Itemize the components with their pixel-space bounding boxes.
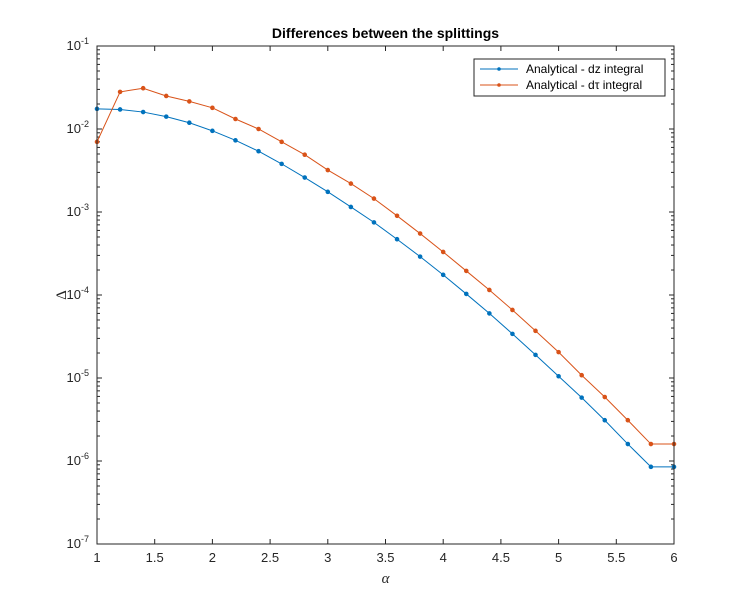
data-point-series-0 xyxy=(625,441,631,447)
series-layer xyxy=(94,85,677,470)
data-point-series-1 xyxy=(210,105,215,111)
data-point-series-1 xyxy=(487,287,492,293)
legend: Analytical - dz integral Analytical - dτ … xyxy=(473,58,666,97)
y-tick-exponent: -2 xyxy=(81,119,89,129)
data-point-series-1 xyxy=(394,213,400,219)
data-point-series-1 xyxy=(510,307,515,313)
y-tick-exponent: -4 xyxy=(81,285,89,295)
data-point-series-0 xyxy=(579,395,584,400)
y-tick-base: 10 xyxy=(67,453,81,468)
x-tick-label: 3.5 xyxy=(376,550,394,565)
legend-label: Analytical - dz integral xyxy=(526,62,643,76)
legend-box xyxy=(473,58,666,97)
legend-label: Analytical - dτ integral xyxy=(526,78,642,92)
data-point-series-0 xyxy=(533,352,538,358)
y-axis-label: Δ xyxy=(54,290,70,300)
y-tick-base: 10 xyxy=(67,121,81,136)
data-point-series-1 xyxy=(117,89,123,95)
y-tick-exponent: -6 xyxy=(81,451,89,461)
legend-marker xyxy=(497,83,501,87)
x-tick-label: 4.5 xyxy=(492,550,510,565)
data-point-series-1 xyxy=(187,99,192,104)
data-point-series-0 xyxy=(602,417,608,423)
data-point-series-0 xyxy=(256,148,261,154)
data-point-series-0 xyxy=(487,311,492,316)
x-axis-label: α xyxy=(382,571,391,587)
data-point-series-1 xyxy=(302,152,308,158)
data-point-series-0 xyxy=(210,128,215,134)
x-tick-label: 5 xyxy=(555,550,562,565)
data-point-series-0 xyxy=(348,204,354,210)
data-point-series-0 xyxy=(163,114,169,119)
data-point-series-0 xyxy=(463,291,469,297)
data-point-series-1 xyxy=(163,93,169,99)
data-point-series-0 xyxy=(233,138,238,143)
y-tick-exponent: -1 xyxy=(81,36,89,46)
data-point-series-0 xyxy=(394,236,400,242)
data-point-series-0 xyxy=(187,120,192,126)
data-point-series-1 xyxy=(256,126,261,132)
data-point-series-1 xyxy=(325,167,331,173)
data-point-series-1 xyxy=(533,328,538,334)
data-point-series-1 xyxy=(279,139,284,145)
series-line-1 xyxy=(96,87,674,445)
x-tick-label: 6 xyxy=(670,550,677,565)
x-tick-label: 2 xyxy=(209,550,216,565)
data-point-series-1 xyxy=(556,349,561,355)
y-tick-label: 10-3 xyxy=(67,202,89,219)
data-point-series-0 xyxy=(556,373,561,379)
x-tick-label: 1.5 xyxy=(146,550,164,565)
legend-marker xyxy=(497,67,501,71)
data-point-series-0 xyxy=(440,272,446,278)
y-tick-exponent: -7 xyxy=(81,534,89,544)
data-point-series-0 xyxy=(117,107,123,112)
x-tick-label: 5.5 xyxy=(607,550,625,565)
series-line-0 xyxy=(96,108,674,468)
x-axis: 1 1.5 2 2.5 3 3.5 4 4.5 5 5.5 6 xyxy=(93,46,678,565)
x-tick-label: 4 xyxy=(440,550,447,565)
data-point-series-1 xyxy=(417,231,423,236)
data-point-series-1 xyxy=(440,249,446,255)
y-tick-exponent: -3 xyxy=(81,202,89,212)
data-point-series-0 xyxy=(417,254,423,259)
data-point-series-0 xyxy=(279,161,284,167)
data-point-series-1 xyxy=(602,394,608,400)
data-point-series-1 xyxy=(371,196,377,201)
data-point-series-1 xyxy=(648,441,654,447)
data-point-series-1 xyxy=(140,85,146,91)
y-tick-label: 10-6 xyxy=(67,451,89,468)
data-point-series-1 xyxy=(625,417,631,423)
data-point-series-0 xyxy=(140,109,146,115)
y-tick-exponent: -5 xyxy=(81,368,89,378)
plot-border xyxy=(96,45,675,545)
y-tick-base: 10 xyxy=(67,370,81,385)
y-tick-label: 10-4 xyxy=(67,285,89,302)
data-point-series-0 xyxy=(510,331,515,337)
y-tick-label: 10-1 xyxy=(67,36,89,53)
data-point-series-1 xyxy=(463,268,469,274)
x-tick-label: 2.5 xyxy=(261,550,279,565)
data-point-series-1 xyxy=(233,116,238,122)
data-point-series-0 xyxy=(302,175,308,180)
y-tick-base: 10 xyxy=(67,204,81,219)
data-point-series-1 xyxy=(579,372,584,378)
data-point-series-1 xyxy=(348,181,354,186)
x-tick-label: 3 xyxy=(324,550,331,565)
data-point-series-0 xyxy=(648,464,654,470)
y-tick-base: 10 xyxy=(67,38,81,53)
y-tick-base: 10 xyxy=(67,536,81,551)
chart-title: Differences between the splittings xyxy=(272,25,499,41)
y-tick-label: 10-7 xyxy=(67,534,89,551)
data-point-series-0 xyxy=(371,220,377,225)
x-tick-label: 1 xyxy=(93,550,100,565)
data-point-series-0 xyxy=(325,189,331,195)
plot-area xyxy=(97,46,674,544)
y-tick-label: 10-2 xyxy=(67,119,89,136)
y-tick-label: 10-5 xyxy=(67,368,89,385)
y-tick-base: 10 xyxy=(67,287,81,302)
